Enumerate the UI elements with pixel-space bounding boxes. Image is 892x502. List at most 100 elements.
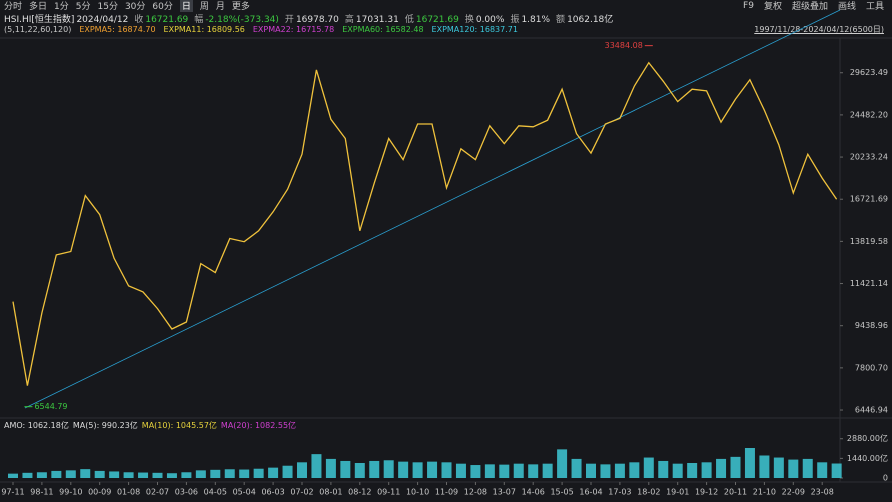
x-tick-label: 12-08	[464, 488, 487, 497]
info-label: 换	[464, 14, 474, 25]
volume-bar	[297, 462, 307, 478]
x-tick-label: 05-04	[233, 488, 256, 497]
tool-button[interactable]: F9	[743, 0, 754, 11]
period-tab[interactable]: 周	[199, 2, 209, 12]
period-tab[interactable]: 60分	[152, 2, 173, 12]
y-tick-label: 6446.94	[855, 406, 888, 415]
volume-bar	[701, 462, 712, 478]
volume-bar	[586, 463, 596, 478]
volume-bar	[51, 470, 62, 478]
period-tab[interactable]: 多日	[29, 2, 48, 12]
volume-bar	[340, 460, 351, 478]
ma-legend: (5,11,22,60,120) EXPMA5: 16874.70 EXPMA11:…	[4, 24, 518, 35]
tool-button[interactable]: 画线	[837, 2, 856, 12]
volume-bar	[441, 462, 452, 478]
volume-bar	[730, 456, 741, 478]
volume-bar	[773, 457, 784, 478]
info-label: 高	[344, 14, 354, 25]
volume-bar	[94, 470, 105, 478]
volume-bar	[65, 470, 76, 478]
volume-bar	[195, 470, 206, 478]
x-tick-label: 99-10	[59, 488, 82, 497]
high-label: 33484.08	[605, 41, 643, 50]
info-item: 幅 -2.18%(-373.34)	[194, 12, 279, 25]
volume-bar	[672, 463, 683, 478]
volume-bar	[817, 462, 828, 478]
volume-bar	[268, 467, 279, 478]
volume-bar	[600, 464, 611, 478]
x-tick-label: 14-06	[522, 488, 545, 497]
period-tab[interactable]: 5分	[75, 2, 91, 12]
volume-bar	[802, 458, 813, 478]
volume-bar	[152, 472, 163, 478]
date-range[interactable]: 1997/11/28-2024/04/12(6500日)	[754, 25, 884, 34]
ma-item: EXPMA120: 16837.71	[431, 25, 518, 34]
x-tick-label: 23-08	[811, 488, 834, 497]
x-tick-label: 06-03	[261, 488, 284, 497]
volume-bar	[831, 463, 842, 478]
x-tick-label: 18-02	[637, 488, 660, 497]
volume-bar	[658, 460, 669, 478]
x-tick-label: 08-12	[348, 488, 371, 497]
y-tick-label: 13819.58	[850, 237, 888, 246]
ma-params: (5,11,22,60,120)	[4, 25, 72, 34]
period-tab[interactable]: 月	[215, 2, 225, 12]
x-tick-label: 04-05	[204, 488, 227, 497]
y-tick-label: 20233.24	[850, 153, 888, 162]
y-tick-label: 2880.00亿	[847, 433, 888, 443]
volume-bar	[528, 464, 539, 478]
volume-bar	[253, 468, 264, 478]
period-tab[interactable]: 15分	[97, 2, 118, 12]
info-item: 换 0.00%	[465, 12, 505, 25]
x-tick-label: 01-08	[117, 488, 140, 497]
volume-info-item: MA(20): 1082.55亿	[220, 421, 297, 430]
y-tick-label: 0	[883, 474, 888, 483]
y-tick-label: 7800.70	[855, 363, 888, 372]
ma-item: EXPMA5: 16874.70	[79, 25, 156, 34]
volume-bar	[181, 472, 192, 478]
x-tick-label: 19-12	[695, 488, 718, 497]
period-tab[interactable]: 30分	[124, 2, 146, 12]
volume-bar	[383, 460, 394, 478]
period-tab[interactable]: 日	[179, 0, 193, 12]
info-label: 低	[404, 14, 414, 25]
x-tick-label: 22-09	[782, 488, 805, 497]
period-tabs: 分时 多日 1分 5分 15分 30分 60分日周月更多	[4, 0, 250, 12]
volume-bar	[138, 472, 149, 478]
x-tick-label: 21-10	[753, 488, 776, 497]
x-tick-label: 98-11	[30, 488, 53, 497]
info-value: 1.81%	[521, 14, 551, 25]
volume-bar	[22, 472, 33, 478]
volume-bar	[80, 469, 91, 478]
volume-bar	[224, 469, 235, 478]
volume-bar	[759, 455, 770, 478]
toolbar: F9 复权 超级叠加 画线 工具	[743, 0, 884, 13]
info-label: 收	[134, 14, 144, 25]
info-label: HSI.HI[恒生指数]	[4, 14, 75, 25]
tool-button[interactable]: 工具	[865, 2, 884, 12]
volume-legend: AMO: 1062.18亿 MA(5): 990.23亿 MA(10): 1045.…	[4, 420, 296, 431]
x-tick-label: 16-04	[579, 488, 602, 497]
y-tick-label: 1440.00亿	[847, 453, 888, 463]
tool-button[interactable]: 复权	[763, 2, 782, 12]
volume-bar	[629, 462, 640, 478]
volume-bar	[455, 463, 466, 478]
info-value: 16721.69	[415, 14, 459, 25]
info-item: HSI.HI[恒生指数] 2024/04/12	[4, 12, 128, 25]
info-item: 高 17031.31	[345, 12, 399, 25]
volume-bar	[788, 459, 799, 478]
period-tab[interactable]: 更多	[231, 2, 250, 12]
x-tick-label: 07-02	[290, 488, 313, 497]
period-tab[interactable]: 分时	[4, 2, 23, 12]
y-tick-label: 16721.69	[850, 195, 888, 204]
volume-bar	[311, 454, 322, 478]
volume-info-item: MA(10): 1045.57亿	[141, 421, 217, 430]
volume-bar	[398, 461, 409, 478]
tool-button[interactable]: 超级叠加	[791, 2, 828, 12]
volume-bar	[123, 472, 134, 478]
x-tick-label: 20-11	[724, 488, 747, 497]
info-item: 低 16721.69	[405, 12, 459, 25]
info-value: 16721.69	[145, 14, 189, 25]
volume-info-item: MA(5): 990.23亿	[72, 421, 138, 430]
period-tab[interactable]: 1分	[54, 2, 69, 12]
